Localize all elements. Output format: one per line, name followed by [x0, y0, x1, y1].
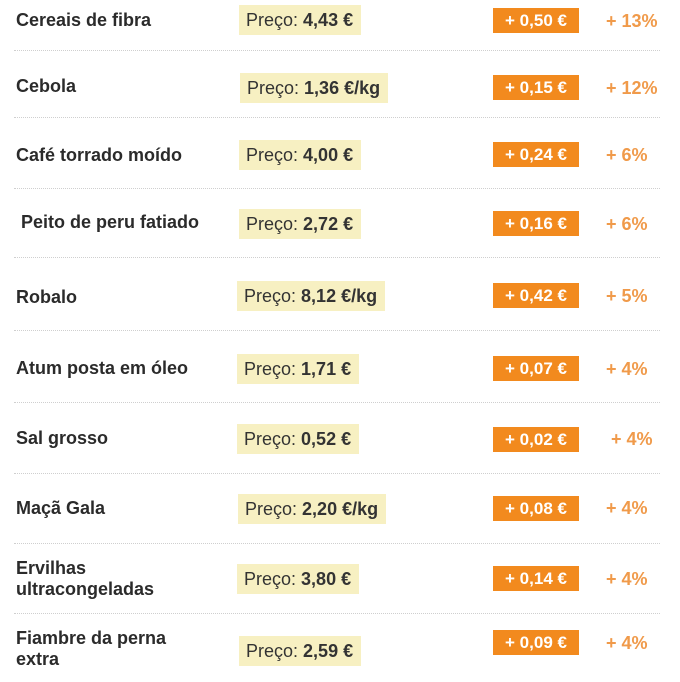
row-divider — [14, 188, 660, 189]
increase-percent: + 6% — [606, 214, 648, 234]
price-badge: Preço: 2,20 €/kg — [238, 494, 387, 524]
increase-percent: + 13% — [606, 11, 658, 31]
price-label: Preço: — [244, 429, 297, 449]
row-divider — [14, 117, 660, 118]
price-badge: Preço: 4,43 € — [239, 5, 362, 35]
price-value: 2,72 € — [303, 214, 354, 234]
increase-badge: + 0,42 € — [493, 283, 579, 308]
row-divider — [14, 613, 660, 614]
increase-percent: + 4% — [606, 569, 648, 589]
row-divider — [14, 543, 660, 544]
price-badge: Preço: 2,59 € — [239, 636, 362, 666]
increase-badge: + 0,16 € — [493, 211, 579, 236]
price-badge: Preço: 1,36 €/kg — [240, 73, 389, 103]
price-label: Preço: — [247, 78, 300, 98]
row-divider — [14, 402, 660, 403]
increase-percent: + 4% — [606, 359, 648, 379]
product-name: Cereais de fibra — [16, 10, 152, 30]
price-value: 1,71 € — [301, 359, 352, 379]
product-name: Cebola — [16, 76, 77, 96]
product-name: Maçã Gala — [16, 498, 106, 518]
price-label: Preço: — [246, 214, 299, 234]
increase-badge: + 0,09 € — [493, 630, 579, 655]
increase-badge: + 0,02 € — [493, 427, 579, 452]
product-name: Atum posta em óleo — [16, 358, 189, 378]
price-value: 4,43 € — [303, 10, 354, 30]
price-label: Preço: — [246, 10, 299, 30]
increase-percent: + 4% — [611, 429, 653, 449]
price-label: Preço: — [246, 641, 299, 661]
price-label: Preço: — [244, 359, 297, 379]
product-name: Robalo — [16, 287, 77, 307]
increase-percent: + 12% — [606, 78, 658, 98]
price-badge: Preço: 1,71 € — [237, 354, 360, 384]
product-name: Sal grosso — [16, 428, 109, 448]
product-name: Peito de peru fatiado — [16, 212, 200, 232]
price-badge: Preço: 0,52 € — [237, 424, 360, 454]
price-badge: Preço: 8,12 €/kg — [237, 281, 386, 311]
price-badge: Preço: 3,80 € — [237, 564, 360, 594]
increase-percent: + 4% — [606, 498, 648, 518]
row-divider — [14, 330, 660, 331]
price-value: 1,36 €/kg — [304, 78, 381, 98]
product-name: Fiambre da perna extra — [16, 628, 167, 669]
product-name: Café torrado moído — [16, 145, 183, 165]
increase-percent: + 4% — [606, 633, 648, 653]
price-label: Preço: — [245, 499, 298, 519]
increase-badge: + 0,24 € — [493, 142, 579, 167]
price-value: 3,80 € — [301, 569, 352, 589]
row-divider — [14, 50, 660, 51]
product-name: Ervilhas ultracongeladas — [16, 558, 155, 599]
increase-badge: + 0,50 € — [493, 8, 579, 33]
price-label: Preço: — [244, 286, 297, 306]
increase-percent: + 6% — [606, 145, 648, 165]
price-value: 4,00 € — [303, 145, 354, 165]
price-label: Preço: — [246, 145, 299, 165]
increase-badge: + 0,07 € — [493, 356, 579, 381]
price-label: Preço: — [244, 569, 297, 589]
row-divider — [14, 257, 660, 258]
price-value: 0,52 € — [301, 429, 352, 449]
increase-percent: + 5% — [606, 286, 648, 306]
price-value: 2,20 €/kg — [302, 499, 379, 519]
price-value: 8,12 €/kg — [301, 286, 378, 306]
price-badge: Preço: 4,00 € — [239, 140, 362, 170]
increase-badge: + 0,08 € — [493, 496, 579, 521]
row-divider — [14, 473, 660, 474]
increase-badge: + 0,15 € — [493, 75, 579, 100]
increase-badge: + 0,14 € — [493, 566, 579, 591]
price-value: 2,59 € — [303, 641, 354, 661]
price-badge: Preço: 2,72 € — [239, 209, 362, 239]
